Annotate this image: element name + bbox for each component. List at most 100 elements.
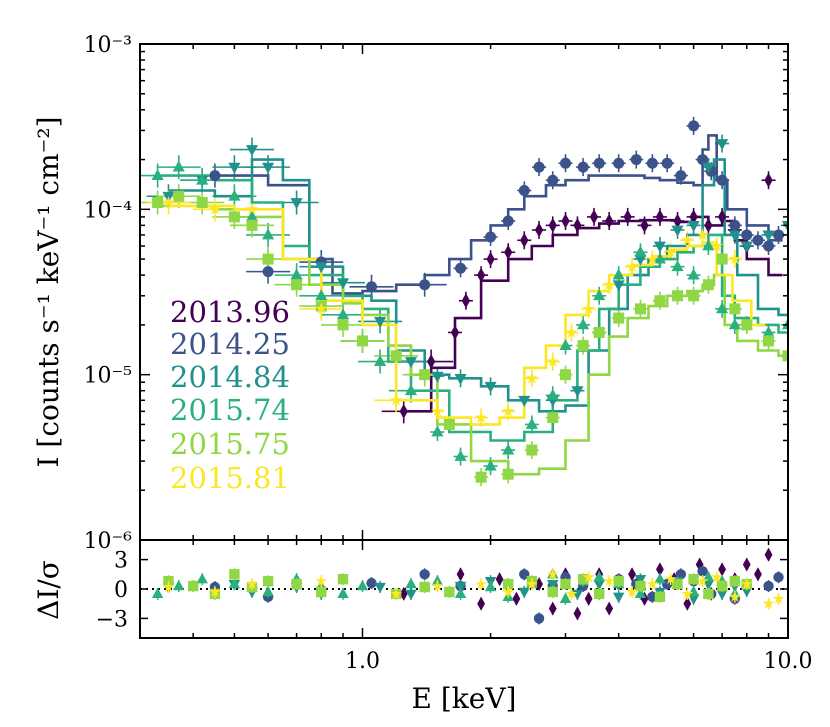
data-point — [661, 157, 673, 169]
residual-point — [635, 580, 646, 592]
data-point — [688, 120, 700, 132]
residual-point — [754, 567, 762, 582]
residual-point — [173, 579, 185, 591]
data-point — [671, 260, 684, 272]
data-point — [374, 316, 387, 328]
legend-entry-2014-84: 2014.84 — [170, 360, 290, 394]
residual-point — [687, 594, 700, 606]
residual-point — [612, 592, 625, 604]
data-point — [687, 268, 700, 280]
residual-point — [546, 568, 559, 580]
data-point — [605, 213, 614, 229]
residual-point — [477, 596, 486, 611]
data-point — [716, 139, 729, 151]
legend-entry-2013-96: 2013.96 — [170, 295, 290, 329]
residual-point — [419, 581, 430, 593]
data-point — [577, 318, 590, 330]
residual-point — [729, 575, 741, 587]
data-point — [476, 267, 486, 283]
data-point — [208, 202, 222, 215]
data-point — [290, 268, 303, 280]
residual-point — [518, 587, 530, 599]
model-line-1 — [214, 134, 783, 295]
data-point — [228, 211, 240, 223]
data-point — [356, 335, 368, 347]
residual-point — [728, 590, 741, 602]
data-point — [664, 245, 677, 258]
residual-point — [512, 591, 521, 606]
data-point — [728, 230, 741, 242]
residual-point — [603, 574, 616, 587]
data-point — [781, 220, 788, 232]
data-point — [520, 232, 529, 248]
data-point — [675, 170, 687, 182]
data-point — [704, 217, 713, 233]
data-point — [546, 388, 559, 400]
residual-point — [626, 585, 638, 597]
data-point — [246, 219, 258, 231]
data-point — [427, 354, 436, 370]
residual-point — [710, 571, 723, 583]
data-point — [173, 190, 185, 202]
residual-point — [533, 613, 545, 624]
residual-point — [454, 581, 467, 593]
residual-point — [475, 577, 487, 590]
y-tick-label: 10⁻⁴ — [84, 198, 133, 223]
residual-point — [262, 575, 274, 587]
data-point — [404, 357, 418, 369]
residual-point — [716, 589, 728, 601]
data-point — [474, 411, 488, 423]
data-point — [740, 241, 753, 253]
residual-point — [565, 587, 578, 599]
y-tick-label: 10⁻⁶ — [84, 529, 133, 554]
data-point — [654, 295, 666, 307]
data-point — [484, 381, 497, 393]
data-point — [455, 262, 467, 274]
data-point — [547, 412, 559, 424]
residual-point — [209, 585, 221, 597]
data-point — [782, 350, 788, 362]
residual-point — [151, 587, 164, 599]
data-point — [502, 215, 514, 227]
residual-point — [356, 579, 369, 591]
data-point — [593, 157, 605, 169]
data-point — [613, 157, 625, 169]
data-point — [196, 173, 209, 185]
residual-point — [495, 572, 504, 587]
data-point — [291, 279, 303, 291]
data-point — [634, 254, 647, 266]
residual-data-points — [151, 547, 785, 625]
residual-point — [772, 592, 785, 604]
residual-point — [502, 578, 514, 590]
residual-tick-label: −3 — [96, 607, 128, 632]
y-tick-label: 10⁻⁵ — [84, 364, 132, 389]
data-point — [336, 308, 350, 320]
residual-point — [547, 579, 559, 591]
data-point — [546, 355, 559, 367]
data-point — [653, 252, 666, 264]
data-point — [526, 444, 538, 456]
legend-entry-2015-75: 2015.75 — [170, 427, 290, 461]
residual-point — [646, 577, 659, 590]
data-point — [681, 233, 694, 246]
data-point — [454, 373, 467, 385]
data-point — [525, 417, 538, 429]
data-point — [374, 354, 387, 366]
residual-point — [593, 579, 605, 591]
data-point — [565, 325, 578, 338]
residual-point — [763, 580, 774, 592]
residual-point — [764, 547, 773, 562]
residual-point — [594, 588, 605, 600]
axis-ticks — [139, 44, 789, 638]
x-tick-label: 1.0 — [345, 649, 380, 674]
data-point — [534, 222, 544, 238]
data-point — [671, 225, 684, 237]
data-point — [612, 280, 625, 292]
data-point — [262, 253, 274, 265]
data-point — [630, 154, 642, 166]
data-point — [486, 251, 495, 267]
residual-point — [228, 577, 241, 589]
residual-point — [683, 596, 692, 611]
data-point — [646, 157, 658, 169]
residual-point — [742, 557, 751, 572]
